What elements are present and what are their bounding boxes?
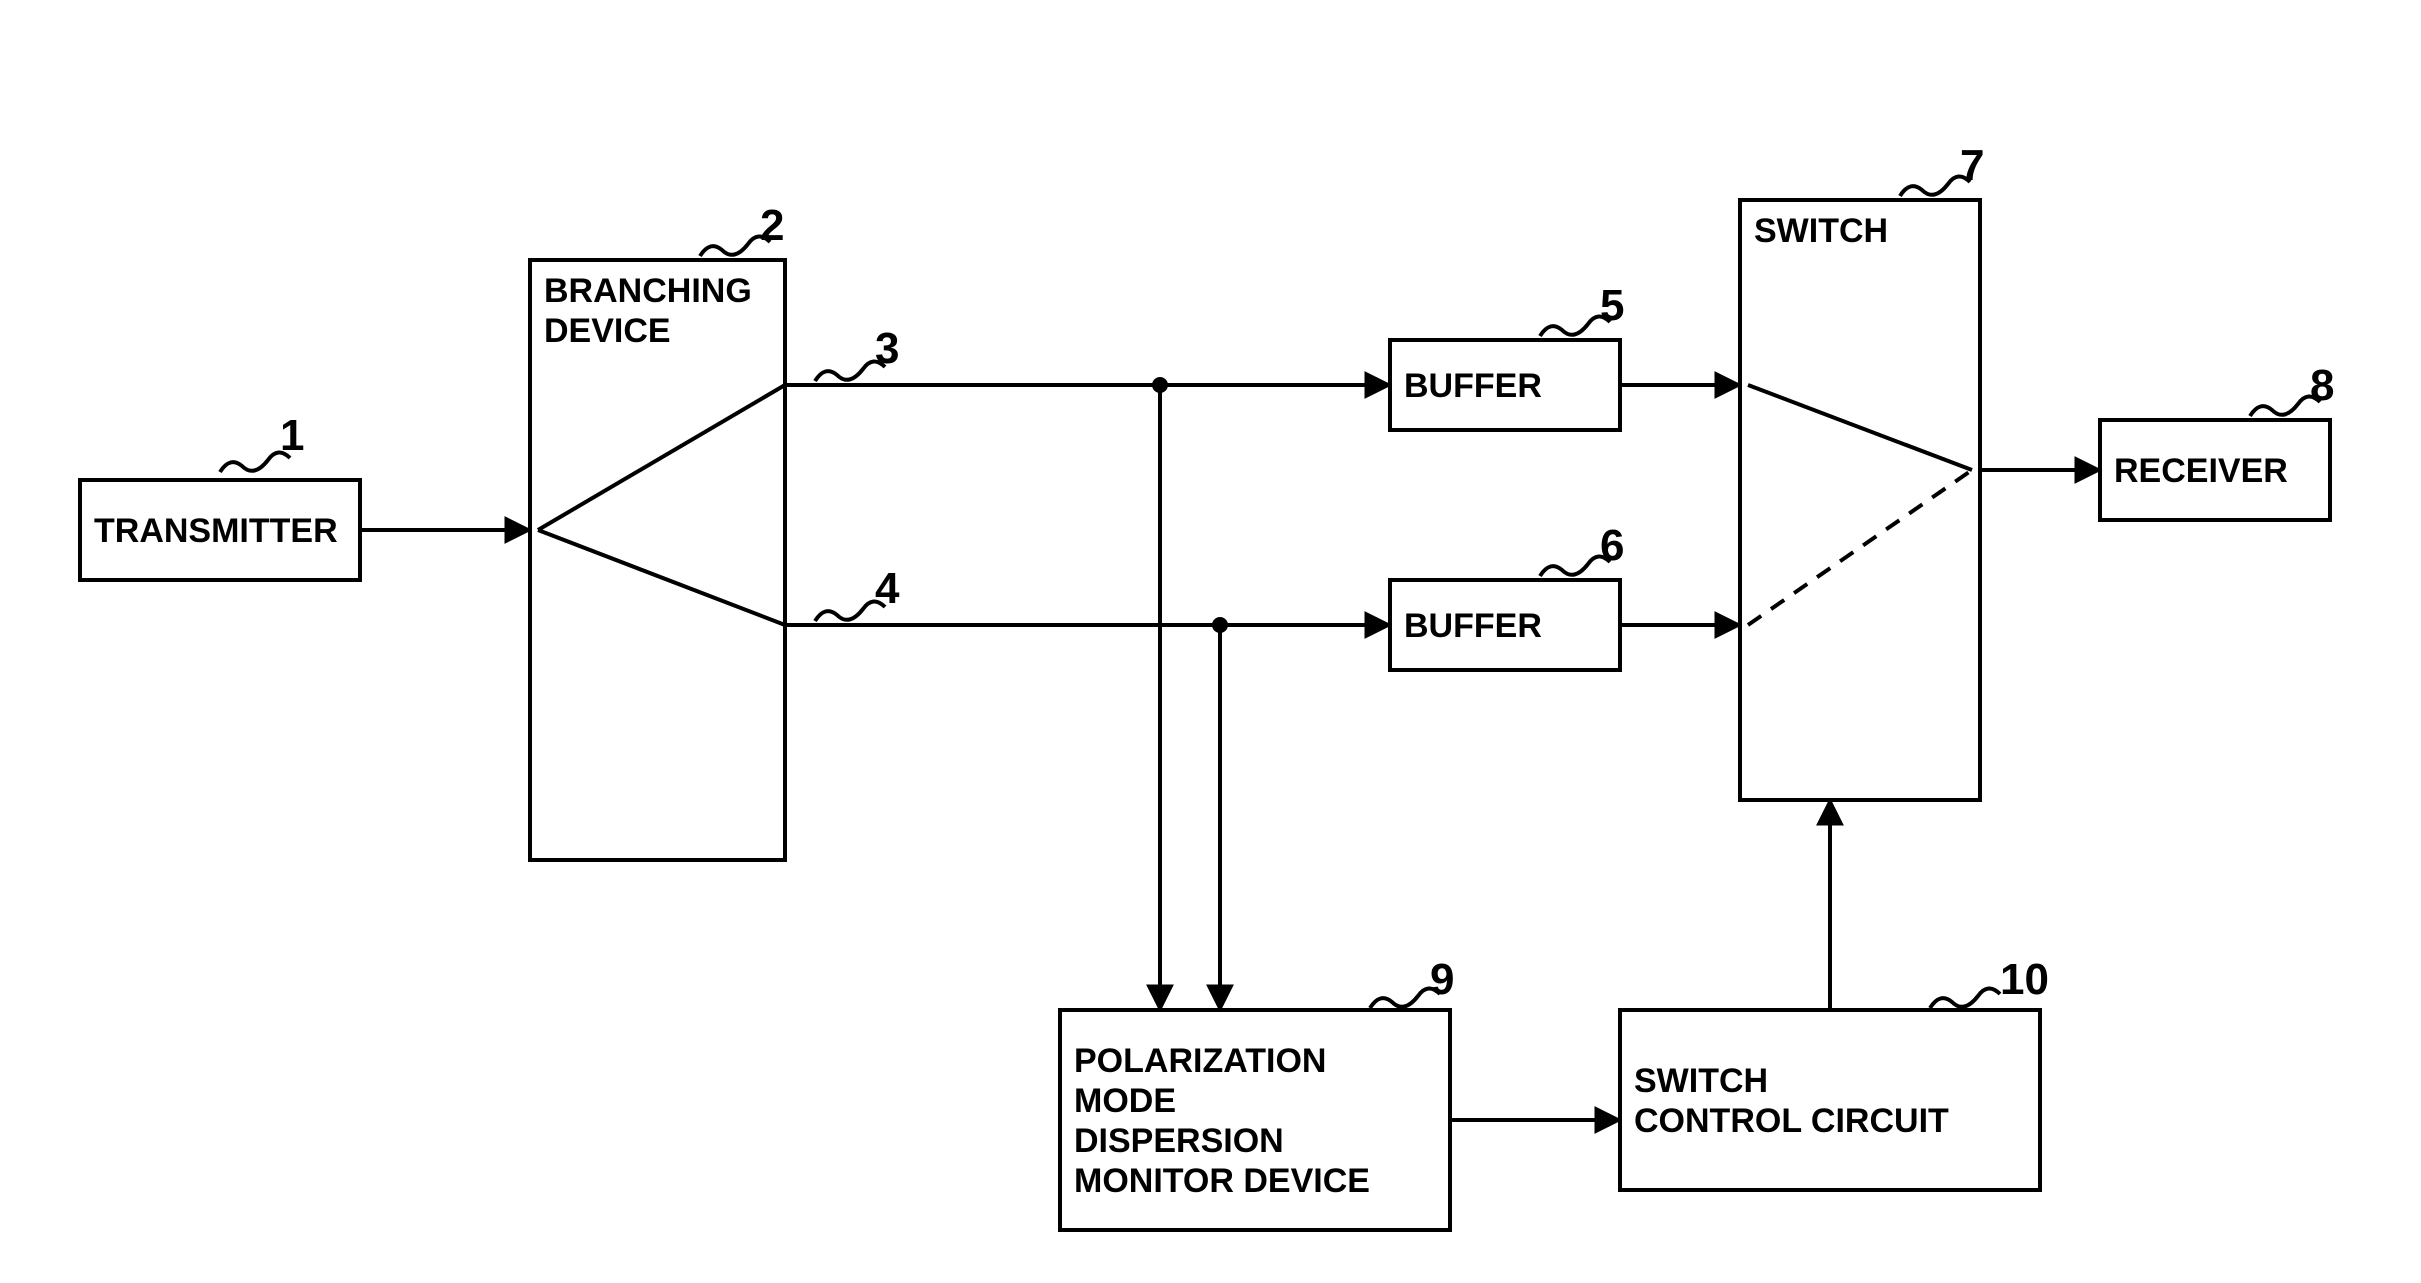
ref-7-ref: 7 — [1960, 141, 1984, 190]
branching-split-top — [538, 385, 785, 530]
ref-5-ref: 5 — [1600, 281, 1624, 330]
switch-control-block-label: SWITCH — [1634, 1062, 1768, 1100]
ref-9-ref: 9 — [1430, 955, 1454, 1004]
branching-device-block-label: DEVICE — [544, 312, 671, 350]
switch-control-block-label: CONTROL CIRCUIT — [1634, 1102, 1949, 1140]
branching-device-block-label: BRANCHING — [544, 272, 752, 310]
buffer-5-block-label: BUFFER — [1404, 367, 1542, 405]
receiver-block-label: RECEIVER — [2114, 452, 2288, 490]
switch-block-label: SWITCH — [1754, 212, 1888, 250]
switch-control-block — [1620, 1010, 2040, 1190]
ref-10-squiggle — [1930, 988, 2000, 1008]
ref-8-ref: 8 — [2310, 361, 2334, 410]
pmd-monitor-block-label: MODE — [1074, 1082, 1176, 1120]
ref-3-ref: 3 — [875, 324, 899, 373]
buffer-6-block-label: BUFFER — [1404, 607, 1542, 645]
pmd-monitor-block-label: DISPERSION — [1074, 1122, 1284, 1160]
pmd-monitor-block-label: MONITOR DEVICE — [1074, 1162, 1370, 1200]
switch-internal-solid — [1748, 385, 1972, 470]
ref-1-ref: 1 — [280, 411, 304, 460]
branching-split-bot — [538, 530, 785, 625]
switch-block — [1740, 200, 1980, 800]
switch-internal-dashed — [1748, 470, 1972, 625]
ref-6-ref: 6 — [1600, 521, 1624, 570]
ref-2-ref: 2 — [760, 201, 784, 250]
ref-4-ref: 4 — [875, 564, 900, 613]
ref-10-ref: 10 — [2000, 955, 2049, 1004]
transmitter-block-label: TRANSMITTER — [94, 512, 338, 550]
branching-device-block — [530, 260, 785, 860]
pmd-monitor-block-label: POLARIZATION — [1074, 1042, 1326, 1080]
